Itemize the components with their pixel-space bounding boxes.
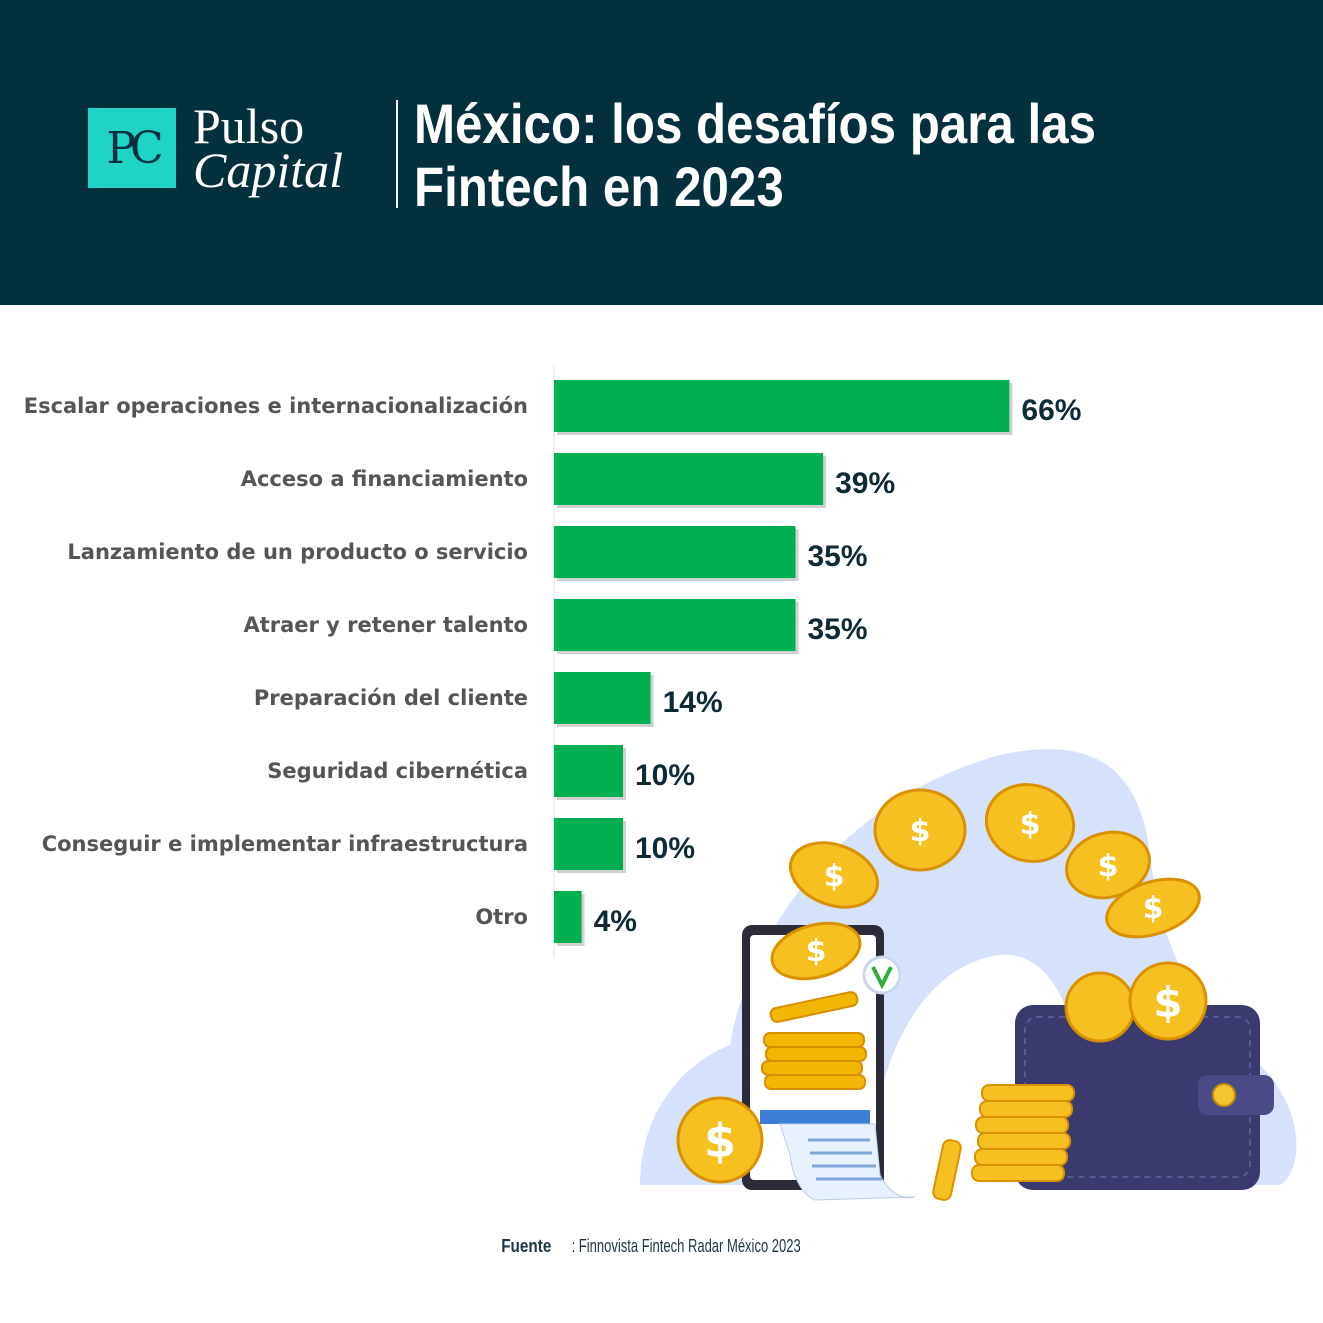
logo-mark: PC xyxy=(88,108,176,188)
category-label: Acceso a financiamiento xyxy=(241,467,528,491)
value-label: 39% xyxy=(835,467,895,500)
logo-mark-text: PC xyxy=(106,122,163,174)
source-label: Fuente xyxy=(501,1236,552,1256)
header: PC Pulso Capital México: los desafíos pa… xyxy=(0,0,1323,305)
value-label: 66% xyxy=(1021,394,1081,427)
bar-chart: Escalar operaciones e internacionalizaci… xyxy=(24,365,1081,958)
page-title: México: los desafíos para las Fintech en… xyxy=(414,92,1118,218)
value-label: 4% xyxy=(594,905,637,938)
bar-7 xyxy=(554,891,582,943)
bar-4 xyxy=(554,672,651,724)
category-label: Preparación del cliente xyxy=(254,686,528,710)
svg-text:$: $ xyxy=(704,1114,736,1168)
svg-text:$: $ xyxy=(1020,807,1041,842)
bar-3 xyxy=(554,599,796,651)
source-note: Fuente : Finnovista Fintech Radar México … xyxy=(0,1236,1323,1257)
bar-5 xyxy=(554,745,623,797)
value-label: 14% xyxy=(663,686,723,719)
page-title-line2: Fintech en 2023 xyxy=(414,155,784,218)
value-label: 10% xyxy=(635,759,695,792)
page-title-line1: México: los desafíos para las xyxy=(414,92,1096,155)
bar-6 xyxy=(554,818,623,870)
category-label: Escalar operaciones e internacionalizaci… xyxy=(24,394,528,418)
category-label: Atraer y retener talento xyxy=(243,613,528,637)
svg-text:$: $ xyxy=(824,859,845,894)
svg-text:$: $ xyxy=(1098,849,1119,884)
bar-1 xyxy=(554,453,824,505)
category-label: Seguridad cibernética xyxy=(267,759,528,783)
svg-text:$: $ xyxy=(1143,891,1164,926)
header-divider xyxy=(396,100,398,208)
brand-name-line1: Pulso xyxy=(193,98,305,154)
svg-text:$: $ xyxy=(910,814,931,849)
fintech-illustration-icon: $ $ $ $ $ $ $ $ xyxy=(640,749,1297,1201)
value-label: 10% xyxy=(635,832,695,865)
svg-text:$: $ xyxy=(806,934,827,969)
category-label: Otro xyxy=(475,905,528,929)
value-label: 35% xyxy=(808,613,868,646)
bar-2 xyxy=(554,526,796,578)
category-label: Lanzamiento de un producto o servicio xyxy=(67,540,528,564)
category-label: Conseguir e implementar infraestructura xyxy=(42,832,528,856)
brand-name-line2: Capital xyxy=(193,142,344,198)
value-label: 35% xyxy=(808,540,868,573)
svg-text:$: $ xyxy=(1153,978,1182,1027)
bar-0 xyxy=(554,380,1010,432)
source-text: : Finnovista Fintech Radar México 2023 xyxy=(572,1236,802,1256)
